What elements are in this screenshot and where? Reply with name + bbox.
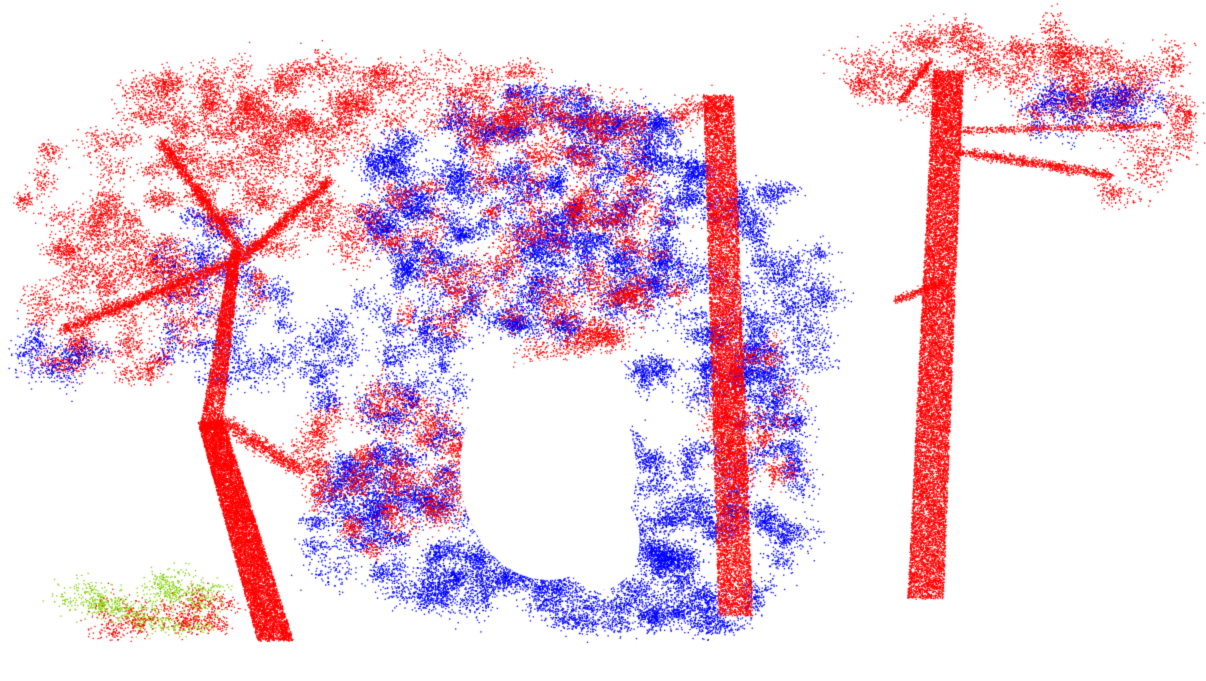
- point-cloud-viewport[interactable]: [0, 0, 1206, 681]
- tree-point-cloud-render[interactable]: [0, 0, 1206, 681]
